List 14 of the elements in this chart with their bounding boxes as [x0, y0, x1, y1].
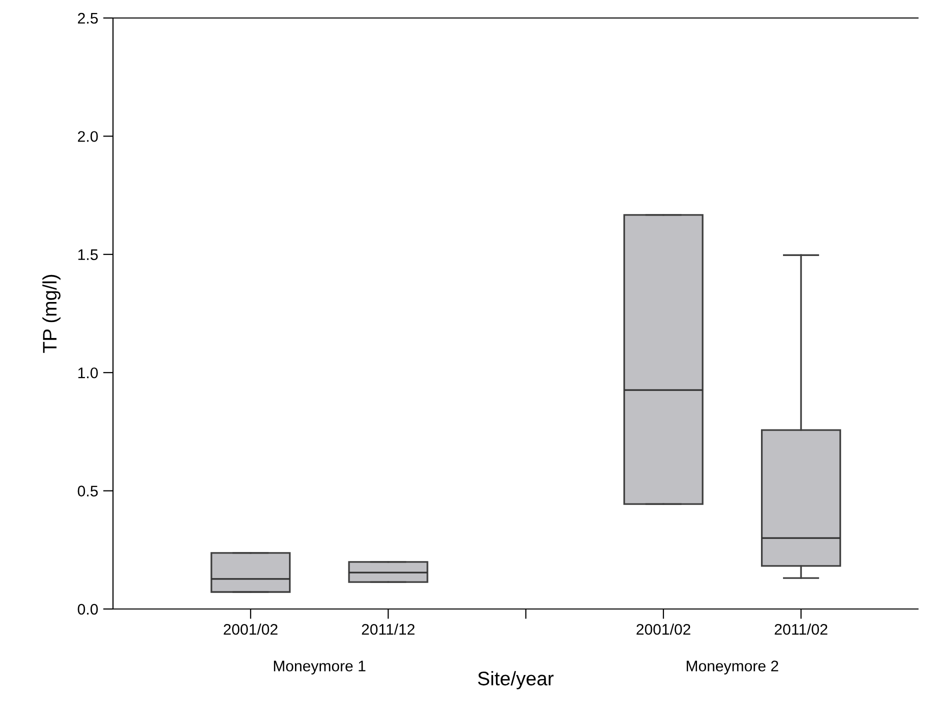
y-tick-label: 2.5 [78, 12, 98, 24]
y-tick-label: 0.0 [78, 604, 98, 615]
x-tick-label: 2001/02 [224, 624, 278, 635]
y-tick-label: 2.0 [78, 131, 98, 142]
x-axis-title: Site/year [478, 671, 554, 690]
x-tick-label: 2011/02 [774, 624, 828, 635]
y-tick-label: 0.5 [78, 486, 98, 496]
text: Moneymore 1 [274, 660, 366, 674]
x-tick-label: 2001/02 [636, 624, 690, 635]
y-axis-title: TP (mg/l) [42, 274, 61, 353]
x-tick-label: 2011/12 [362, 624, 414, 635]
y-tick-label: 1.5 [78, 249, 98, 260]
y-tick-label: 1.0 [78, 367, 98, 378]
text: Moneymore 2 [686, 660, 778, 674]
